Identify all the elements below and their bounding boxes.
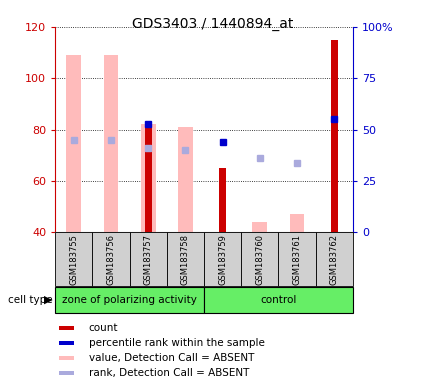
Text: percentile rank within the sample: percentile rank within the sample [88,338,264,348]
Bar [141,124,156,232]
FancyBboxPatch shape [315,232,353,286]
FancyBboxPatch shape [278,232,315,286]
FancyBboxPatch shape [92,232,130,286]
Bar [59,326,74,330]
Bar [59,371,74,375]
FancyBboxPatch shape [167,232,204,286]
Text: GSM183756: GSM183756 [107,234,116,285]
FancyBboxPatch shape [204,287,353,313]
Text: GSM183757: GSM183757 [144,234,153,285]
Text: GSM183758: GSM183758 [181,234,190,285]
FancyBboxPatch shape [204,232,241,286]
Text: count: count [88,323,118,333]
Bar [59,356,74,360]
Bar [252,222,267,232]
Bar [178,127,193,232]
Text: GSM183761: GSM183761 [292,234,301,285]
Text: GDS3403 / 1440894_at: GDS3403 / 1440894_at [132,17,293,31]
Text: value, Detection Call = ABSENT: value, Detection Call = ABSENT [88,353,254,363]
FancyBboxPatch shape [55,287,204,313]
Bar [219,168,226,232]
Text: ▶: ▶ [44,295,52,305]
Bar [104,55,119,232]
Bar [289,214,304,232]
Bar [59,341,74,345]
Text: rank, Detection Call = ABSENT: rank, Detection Call = ABSENT [88,368,249,378]
Bar [331,40,337,232]
Text: GSM183762: GSM183762 [330,234,339,285]
FancyBboxPatch shape [130,232,167,286]
FancyBboxPatch shape [55,232,92,286]
FancyBboxPatch shape [241,232,278,286]
Text: GSM183755: GSM183755 [69,234,78,285]
Text: cell type: cell type [8,295,53,305]
Bar [66,55,81,232]
Text: GSM183759: GSM183759 [218,234,227,285]
Bar [145,124,152,232]
Text: control: control [260,295,297,305]
Text: zone of polarizing activity: zone of polarizing activity [62,295,197,305]
Text: GSM183760: GSM183760 [255,234,264,285]
